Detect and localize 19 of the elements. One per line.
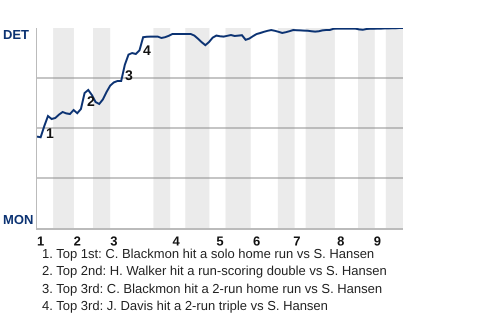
x-tick-label: 6 — [252, 234, 260, 249]
text: 1. Top 1st: C. Blackmon hit a solo home run vs S. Hansen — [42, 246, 374, 261]
x-tick-label: 7 — [293, 234, 300, 249]
annotation: 1 — [46, 125, 54, 141]
text: 2. Top 2nd: H. Walker hit a run-scoring double vs S. Hansen — [42, 263, 387, 278]
x-tick-label: 2 — [74, 234, 81, 249]
x-tick-label: 1 — [37, 234, 44, 249]
annotation: 2 — [87, 93, 95, 109]
x-tick-label: 5 — [216, 234, 224, 249]
annotation: 4 — [143, 42, 151, 58]
text: 3. Top 3rd: C. Blackmon hit a 2-run home run vs S. Hansen — [42, 281, 382, 296]
x-tick-label: 3 — [110, 234, 118, 249]
x-tick-label: 4 — [172, 234, 180, 249]
text: DET — [3, 27, 30, 42]
annotation: 3 — [125, 67, 133, 83]
text: MON — [3, 212, 34, 227]
x-tick-label: 9 — [374, 234, 381, 249]
x-tick-label: 8 — [337, 234, 344, 249]
text: 4. Top 3rd: J. Davis hit a 2-run triple vs S. Hansen — [42, 298, 328, 313]
